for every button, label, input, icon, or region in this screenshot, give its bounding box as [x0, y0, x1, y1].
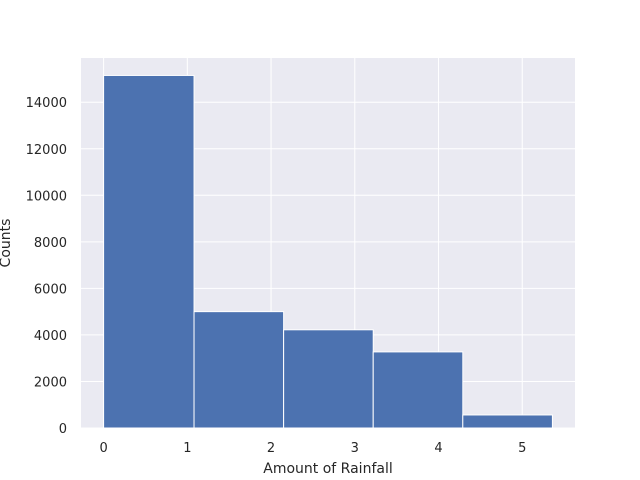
- y-tick-label: 4000: [34, 329, 67, 344]
- y-tick-label: 6000: [34, 282, 67, 297]
- x-tick-label: 0: [99, 441, 107, 456]
- x-tick-label: 1: [183, 441, 191, 456]
- y-tick-label: 12000: [26, 143, 67, 158]
- x-tick-label: 5: [518, 441, 526, 456]
- x-axis-label: Amount of Rainfall: [263, 461, 392, 477]
- y-tick-label: 10000: [26, 189, 67, 204]
- histogram-bar-5: [462, 414, 553, 429]
- histogram-bar-1: [103, 74, 195, 429]
- x-tick-label: 4: [434, 441, 442, 456]
- y-tick-label: 2000: [34, 375, 67, 390]
- bars: [103, 74, 553, 429]
- histogram-bar-3: [283, 329, 374, 429]
- y-axis-ticks: 0 2000 4000 6000 8000 10000 12000 14000: [26, 96, 67, 437]
- y-tick-label: 14000: [26, 96, 67, 111]
- y-tick-label: 8000: [34, 236, 67, 251]
- histogram-bar-2: [193, 311, 285, 429]
- x-tick-label: 3: [351, 441, 359, 456]
- x-axis-ticks: 0 1 2 3 4 5: [99, 441, 526, 456]
- histogram-bar-4: [372, 351, 464, 429]
- y-tick-label: 0: [59, 422, 67, 437]
- x-tick-label: 2: [267, 441, 275, 456]
- y-axis-label: Counts: [0, 219, 14, 268]
